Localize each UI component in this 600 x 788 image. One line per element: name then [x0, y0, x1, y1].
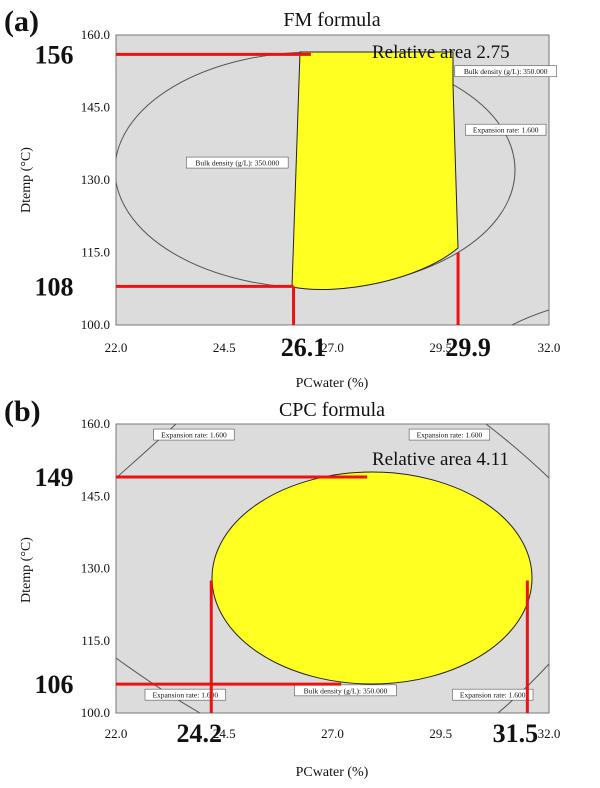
panel-a-x-ticks: 22.0 24.5 27.0 29.5 32.0 — [105, 340, 561, 355]
panel-b-top-right-contour — [485, 424, 549, 479]
panel-b-x-tick: 27.0 — [321, 726, 344, 741]
panel-a-x-axis-label: PCwater (%) — [296, 376, 369, 391]
panel-a-contour-label-box — [186, 156, 289, 169]
panel-b-contour-label-box — [452, 688, 534, 701]
panel-b-contour-label-text: Expansion rate: 1.600 — [417, 431, 483, 440]
panel-b-x-axis-label: PCwater (%) — [296, 765, 369, 780]
panel-a-highlight-value-y: 156 — [35, 40, 74, 69]
panel-a-y-tick: 100.0 — [81, 317, 110, 332]
panel-a-highlight-value-x: 26.1 — [281, 333, 327, 362]
panel-b-contour-label-text: Expansion rate: 1.600 — [152, 691, 218, 700]
panel-b-highlight-value-x: 31.5 — [493, 719, 539, 748]
panel-b-contour-label: Expansion rate: 1.600 — [144, 688, 226, 701]
panel-a-letter: (a) — [4, 5, 39, 38]
panel-a-relative-area: Relative area 2.75 — [372, 42, 510, 63]
panel-a-contour-label-text: Bulk density (g/L): 350.000 — [464, 67, 548, 76]
panel-a-contour-label-box — [454, 65, 557, 78]
panel-a-contour-label: Bulk density (g/L): 350.000 — [186, 156, 289, 169]
panel-a-contour-label-text: Bulk density (g/L): 350.000 — [195, 159, 279, 168]
panel-b-cpc-formula: (b) CPC formula Relative area 4.11 Expan… — [4, 395, 560, 780]
panel-a-title: FM formula — [283, 9, 380, 31]
panel-a-x-tick: 22.0 — [105, 340, 128, 355]
panel-b-highlights: 149 106 24.2 31.5 — [35, 463, 539, 748]
panel-b-letter: (b) — [4, 395, 41, 428]
panel-a-highlight-value-x: 29.9 — [445, 333, 491, 362]
panel-b-x-tick: 22.0 — [105, 726, 128, 741]
panel-b-x-tick: 32.0 — [538, 726, 561, 741]
panel-b-y-tick: 160.0 — [81, 416, 110, 431]
panel-a-y-ticks: 100.0 115.0 130.0 145.0 160.0 — [81, 27, 110, 332]
panel-a-y-tick: 130.0 — [81, 172, 110, 187]
panel-a-y-tick: 145.0 — [81, 100, 110, 115]
panel-a-contour-label-text: Expansion rate: 1.600 — [473, 126, 539, 135]
panel-a-contour-labels: Bulk density (g/L): 350.000 Bulk density … — [186, 65, 557, 169]
panel-b-contour-label-box — [294, 684, 397, 697]
panel-b-title: CPC formula — [279, 399, 385, 421]
panel-b-y-tick: 100.0 — [81, 705, 110, 720]
panel-a-feasible-region — [291, 51, 459, 290]
panel-b-contour-label-text: Expansion rate: 1.600 — [460, 691, 526, 700]
panel-b-bottom-left-contour — [116, 657, 201, 713]
panel-b-y-tick: 115.0 — [81, 633, 110, 648]
panel-b-highlight-value-y: 106 — [35, 670, 74, 699]
panel-a-x-tick: 32.0 — [538, 340, 561, 355]
panel-b-contour-label-box — [153, 428, 235, 441]
panel-a-x-tick: 27.0 — [321, 340, 344, 355]
panel-a-fm-formula: (a) FM formula Relative area 2.75 Bulk d… — [4, 5, 560, 391]
panel-b-contour-label-box — [408, 428, 490, 441]
panel-b-contour-labels: Expansion rate: 1.600 Expansion rate: 1.6… — [144, 428, 534, 701]
panel-b-y-tick: 145.0 — [81, 488, 110, 503]
panel-b-relative-area: Relative area 4.11 — [372, 449, 509, 470]
panel-b-y-axis-label: Dtemp (°C) — [19, 537, 34, 603]
panel-b-y-ticks: 100.0 115.0 130.0 145.0 160.0 — [81, 416, 110, 720]
panel-b-contour-label-box — [144, 688, 226, 701]
panel-a-corner-contour — [511, 309, 549, 325]
panel-b-top-left-contour — [116, 424, 177, 479]
panel-b-feasible-region — [211, 471, 533, 685]
panel-b-contour-label-text: Bulk density (g/L): 350.000 — [304, 686, 388, 695]
panel-b-contour-label: Expansion rate: 1.600 — [408, 428, 490, 441]
panel-a-contour-label: Bulk density (g/L): 350.000 — [454, 65, 557, 78]
panel-b-contour-label: Expansion rate: 1.600 — [452, 688, 534, 701]
panel-b-y-tick: 130.0 — [81, 561, 110, 576]
panel-a-y-tick: 115.0 — [81, 245, 110, 260]
panel-a-contour-label: Expansion rate: 1.600 — [465, 123, 547, 136]
panel-a-x-tick: 24.5 — [213, 340, 236, 355]
panel-b-x-tick: 29.5 — [429, 726, 452, 741]
panel-b-contour-label: Expansion rate: 1.600 — [153, 428, 235, 441]
panel-a-contour-label-box — [465, 123, 547, 136]
panel-a-highlights: 156 108 26.1 29.9 — [35, 40, 491, 362]
panel-b-highlight-value-y: 149 — [35, 463, 74, 492]
panel-a-y-axis-label: Dtemp (°C) — [19, 147, 34, 213]
panel-b-contour-label-text: Expansion rate: 1.600 — [161, 431, 227, 440]
panel-b-contour-label: Bulk density (g/L): 350.000 — [294, 684, 397, 697]
panel-b-x-tick: 24.5 — [213, 726, 236, 741]
panel-b-highlight-value-x: 24.2 — [177, 719, 223, 748]
panel-b-x-ticks: 22.0 24.5 27.0 29.5 32.0 — [105, 726, 561, 741]
panel-a-x-tick: 29.5 — [429, 340, 452, 355]
panel-a-highlight-value-y: 108 — [35, 272, 74, 301]
panel-a-y-tick: 160.0 — [81, 27, 110, 42]
